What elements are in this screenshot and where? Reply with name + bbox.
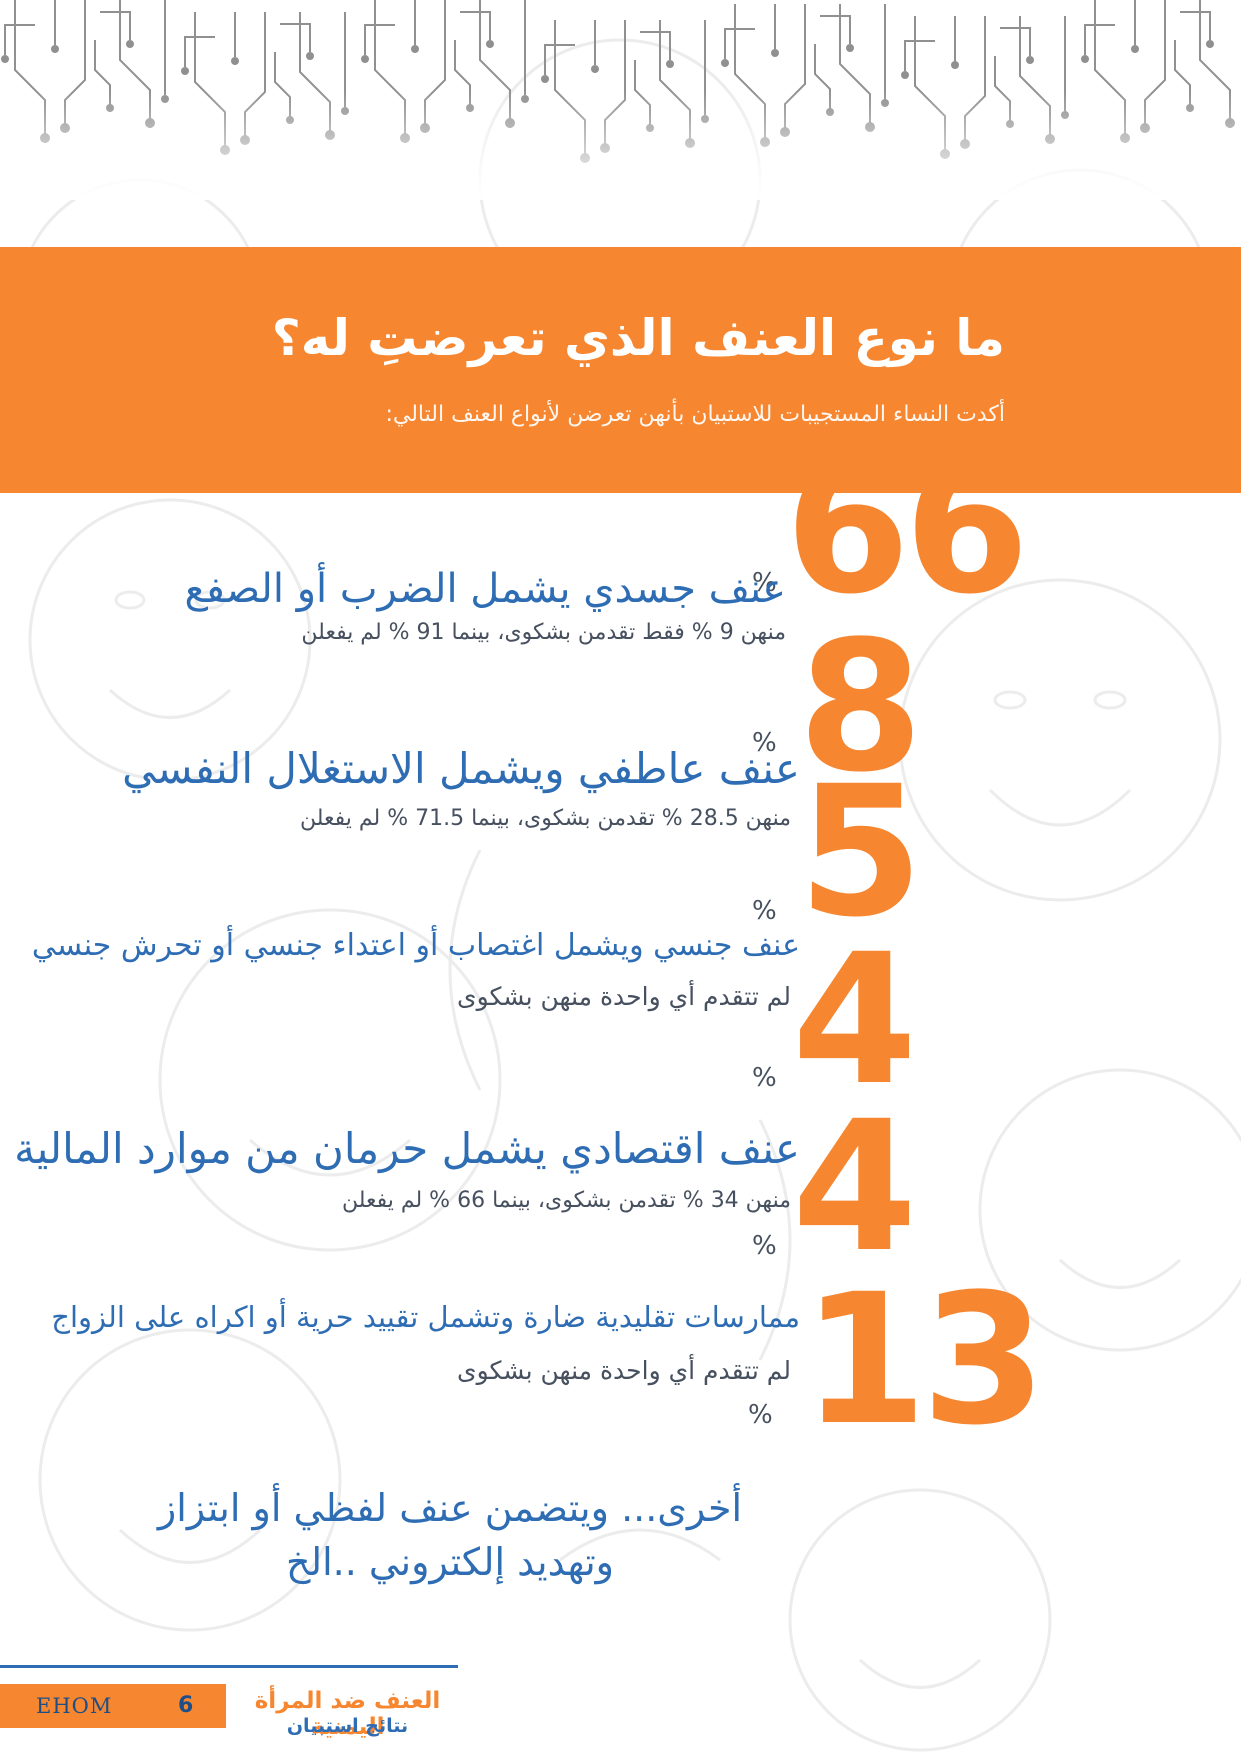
stat-value: 4	[792, 1083, 917, 1292]
stat-detail: لم تتقدم أي واحدة منهن بشكوى	[457, 982, 791, 1011]
footer-report-subtitle: نتائج استبيان	[286, 1715, 409, 1737]
stat-detail: منهن 34 % تقدمن بشكوى، بينما 66 % لم يفع…	[341, 1188, 791, 1213]
stat-heading: أخرى... ويتضمن عنف لفظي أو ابتزاز وتهديد…	[157, 1486, 743, 1584]
stat-heading: عنف عاطفي ويشمل الاستغلال النفسي	[122, 744, 800, 793]
footer-divider	[0, 1665, 458, 1668]
page-number: 6	[178, 1693, 194, 1718]
footer-org-bar: EHOM 6	[0, 1684, 226, 1728]
percent-sign: %	[752, 568, 777, 598]
header-banner: ما نوع العنف الذي تعرضتِ له؟ أكدت النساء…	[0, 247, 1241, 493]
stat-heading: عنف جنسي ويشمل اغتصاب أو اعتداء جنسي أو …	[31, 928, 800, 963]
percent-sign: %	[752, 1063, 777, 1093]
stat-value: 4	[792, 916, 917, 1125]
footer-report-title: العنف ضد المرأة اليمنية	[254, 1688, 441, 1740]
page-title: ما نوع العنف الذي تعرضتِ له؟	[271, 309, 1005, 367]
percent-sign: %	[752, 728, 777, 758]
page-subtitle: أكدت النساء المستجيبات للاستبيان بأنهن ت…	[385, 402, 1005, 427]
percent-sign: %	[752, 896, 777, 926]
stat-heading: عنف اقتصادي يشمل حرمان من موارد المالية	[14, 1124, 800, 1173]
stat-detail: منهن 28.5 % تقدمن بشكوى، بينما 71.5 % لم…	[299, 806, 791, 831]
circuit-pattern	[0, 0, 1241, 200]
stat-detail: لم تتقدم أي واحدة منهن بشكوى	[457, 1356, 791, 1385]
percent-sign: %	[752, 1231, 777, 1261]
percent-sign: %	[748, 1400, 773, 1430]
stat-heading: عنف جسدي يشمل الضرب أو الصفع	[184, 566, 786, 612]
org-name: EHOM	[36, 1694, 113, 1718]
stat-heading: ممارسات تقليدية ضارة وتشمل تقييد حرية أو…	[51, 1300, 800, 1334]
stat-value: 13	[802, 1256, 1046, 1465]
stat-detail: منهن 9 % فقط تقدمن بشكوى، بينما 91 % لم …	[301, 620, 786, 645]
